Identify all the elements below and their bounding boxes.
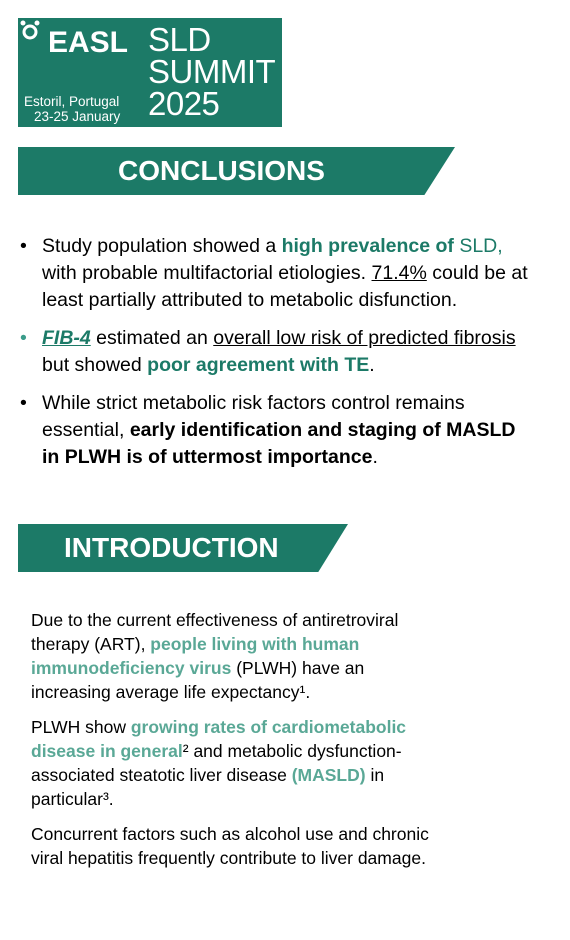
underlined: overall low risk of predicted fibrosis [213,327,516,349]
text: PLWH show [31,717,131,737]
section-banner: CONCLUSIONS [18,147,455,195]
highlight: SLD, [459,235,503,257]
bullet: While strict metabolic risk factors cont… [18,390,538,471]
text: . [372,446,378,468]
paragraph: Due to the current effectiveness of anti… [31,608,436,704]
section-banner: INTRODUCTION [18,524,348,572]
bullet: Study population showed a high prevalenc… [18,233,538,314]
text: (PLWH) have an increasing average life e… [31,658,365,702]
heading: INTRODUCTION [64,532,279,563]
text: While strict metabolic risk factors cont… [42,392,465,441]
event-year: 2025 [148,85,220,122]
heading: CONCLUSIONS [118,155,325,186]
intro-text: Due to the current effectiveness of anti… [31,608,436,881]
paragraph: Concurrent factors such as alcohol use a… [31,822,436,870]
text: in particular³. [31,765,385,809]
highlight: high prevalence of [281,235,460,257]
bold: early identification and staging of MASL… [42,419,516,468]
text: could be at least partially attributed t… [42,262,528,311]
paragraph: PLWH show growing rates of cardiometabol… [31,715,436,811]
highlight: growing rates of cardiometabolic disease… [31,717,407,761]
highlight: FIB-4 [42,327,91,349]
highlight: people living with human immunodeficienc… [31,634,360,678]
text: . [369,354,375,376]
underlined: 71.4% [371,262,427,284]
bullet: FIB-4 estimated an overall low risk of p… [18,325,538,379]
highlight: poor agreement with TE [147,354,370,376]
dates: 23-25 January [34,109,121,124]
bullet-list: Study population showed a high prevalenc… [18,233,538,482]
brand: EASL [48,26,129,59]
text: with probable multifactorial etiologies. [42,262,372,284]
text: ² and metabolic dysfunction-associated s… [31,741,402,785]
event-name: SUMMIT [148,53,276,90]
text: estimated an [90,327,214,349]
text: Due to the current effectiveness of anti… [31,610,399,654]
location: Estoril, Portugal [24,94,120,109]
text: Concurrent factors such as alcohol use a… [31,824,429,868]
text: but showed [42,354,148,376]
event-name: SLD [148,21,211,58]
highlight: (MASLD) [291,765,366,785]
logo-icon [20,20,40,40]
logo: EASL SLD SUMMIT 2025 Estoril, Portugal 2… [18,18,282,127]
text: Study population showed a [42,235,282,257]
